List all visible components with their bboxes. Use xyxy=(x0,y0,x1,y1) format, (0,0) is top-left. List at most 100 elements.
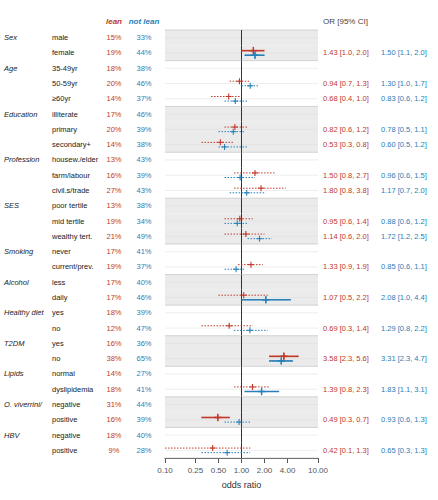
svg-text:19%: 19% xyxy=(106,217,121,226)
svg-text:no: no xyxy=(52,324,60,333)
svg-text:39%: 39% xyxy=(136,415,151,424)
svg-text:17%: 17% xyxy=(106,247,121,256)
svg-text:12%: 12% xyxy=(106,324,121,333)
svg-text:38%: 38% xyxy=(136,201,151,210)
svg-text:10.00: 10.00 xyxy=(308,466,329,475)
svg-text:50-59yr: 50-59yr xyxy=(52,79,78,88)
svg-text:housew./elder: housew./elder xyxy=(52,155,99,164)
svg-text:odds ratio: odds ratio xyxy=(222,480,262,490)
svg-text:0.49 [0.3, 0.7]: 0.49 [0.3, 0.7] xyxy=(323,415,369,424)
svg-text:no: no xyxy=(52,354,60,363)
svg-text:46%: 46% xyxy=(136,293,151,302)
svg-text:0.85 [0.6, 1.1]: 0.85 [0.6, 1.1] xyxy=(381,262,427,271)
svg-text:14%: 14% xyxy=(106,369,121,378)
svg-text:2.00: 2.00 xyxy=(257,466,273,475)
svg-text:40%: 40% xyxy=(136,431,151,440)
svg-text:27%: 27% xyxy=(136,369,151,378)
svg-text:0.83 [0.6, 1.2]: 0.83 [0.6, 1.2] xyxy=(381,94,427,103)
svg-text:farm/labour: farm/labour xyxy=(52,171,90,180)
svg-text:19%: 19% xyxy=(106,262,121,271)
svg-text:1.50 [0.8, 2.7]: 1.50 [0.8, 2.7] xyxy=(323,171,369,180)
svg-text:36%: 36% xyxy=(136,339,151,348)
svg-text:38%: 38% xyxy=(136,140,151,149)
svg-text:1.17 [0.7, 2.0]: 1.17 [0.7, 2.0] xyxy=(381,186,427,195)
svg-text:poor tertile: poor tertile xyxy=(52,201,87,210)
svg-text:dyslipidemia: dyslipidemia xyxy=(52,385,94,394)
svg-text:Sex: Sex xyxy=(4,33,17,42)
svg-text:44%: 44% xyxy=(136,400,151,409)
svg-text:0.42 [0.1, 1.3]: 0.42 [0.1, 1.3] xyxy=(323,446,369,455)
svg-text:positive: positive xyxy=(52,446,77,455)
svg-text:46%: 46% xyxy=(136,79,151,88)
svg-text:38%: 38% xyxy=(136,64,151,73)
svg-text:primary: primary xyxy=(52,125,77,134)
svg-text:Alcohol: Alcohol xyxy=(3,278,29,287)
svg-text:27%: 27% xyxy=(106,186,121,195)
svg-text:1.80 [0.8, 3.8]: 1.80 [0.8, 3.8] xyxy=(323,186,369,195)
svg-text:≥60yr: ≥60yr xyxy=(52,94,71,103)
svg-text:34%: 34% xyxy=(136,217,151,226)
svg-text:0.25: 0.25 xyxy=(188,466,204,475)
svg-text:0.53 [0.3, 0.8]: 0.53 [0.3, 0.8] xyxy=(323,140,369,149)
svg-text:37%: 37% xyxy=(136,94,151,103)
svg-text:1.29 [0.8, 2.2]: 1.29 [0.8, 2.2] xyxy=(381,324,427,333)
svg-text:T2DM: T2DM xyxy=(4,339,25,348)
svg-text:positive: positive xyxy=(52,415,77,424)
svg-text:female: female xyxy=(52,48,75,57)
svg-text:20%: 20% xyxy=(106,79,121,88)
svg-text:1.72 [1.2, 2.5]: 1.72 [1.2, 2.5] xyxy=(381,232,427,241)
svg-text:37%: 37% xyxy=(136,262,151,271)
svg-text:1.39 [0.8, 2.3]: 1.39 [0.8, 2.3] xyxy=(323,385,369,394)
svg-text:1.50 [1.1, 2.0]: 1.50 [1.1, 2.0] xyxy=(381,48,427,57)
svg-text:0.82 [0.6, 1.2]: 0.82 [0.6, 1.2] xyxy=(323,125,369,134)
svg-text:18%: 18% xyxy=(106,385,121,394)
svg-text:yes: yes xyxy=(52,308,64,317)
svg-text:0.65 [0.3, 1.3]: 0.65 [0.3, 1.3] xyxy=(381,446,427,455)
svg-text:Education: Education xyxy=(4,110,37,119)
svg-text:yes: yes xyxy=(52,339,64,348)
svg-text:less: less xyxy=(52,278,66,287)
svg-text:39%: 39% xyxy=(136,308,151,317)
svg-text:19%: 19% xyxy=(106,48,121,57)
svg-text:3.31 [2.3, 4.7]: 3.31 [2.3, 4.7] xyxy=(381,354,427,363)
svg-text:0.78 [0.5, 1.1]: 0.78 [0.5, 1.1] xyxy=(381,125,427,134)
svg-text:OR [95% CI]: OR [95% CI] xyxy=(323,17,368,26)
svg-text:44%: 44% xyxy=(136,48,151,57)
svg-text:18%: 18% xyxy=(106,431,121,440)
svg-text:normal: normal xyxy=(52,369,75,378)
svg-text:not lean: not lean xyxy=(129,17,160,26)
svg-text:41%: 41% xyxy=(136,247,151,256)
svg-text:0.69 [0.3, 1.4]: 0.69 [0.3, 1.4] xyxy=(323,324,369,333)
svg-text:28%: 28% xyxy=(136,446,151,455)
svg-text:secondary+: secondary+ xyxy=(52,140,92,149)
svg-text:47%: 47% xyxy=(136,324,151,333)
svg-text:0.93 [0.6, 1.3]: 0.93 [0.6, 1.3] xyxy=(381,415,427,424)
svg-text:39%: 39% xyxy=(136,125,151,134)
svg-text:16%: 16% xyxy=(106,171,121,180)
svg-text:0.60 [0.5, 1.2]: 0.60 [0.5, 1.2] xyxy=(381,140,427,149)
svg-text:15%: 15% xyxy=(106,33,121,42)
svg-text:illiterate: illiterate xyxy=(52,110,78,119)
svg-text:0.50: 0.50 xyxy=(211,466,227,475)
svg-text:male: male xyxy=(52,33,68,42)
svg-text:65%: 65% xyxy=(136,354,151,363)
svg-text:16%: 16% xyxy=(106,415,121,424)
svg-text:2.08 [1.0, 4.4]: 2.08 [1.0, 4.4] xyxy=(381,293,427,302)
svg-text:16%: 16% xyxy=(106,339,121,348)
svg-text:17%: 17% xyxy=(106,110,121,119)
svg-text:never: never xyxy=(52,247,71,256)
svg-text:Profession: Profession xyxy=(4,155,39,164)
svg-text:13%: 13% xyxy=(106,201,121,210)
svg-text:SES: SES xyxy=(4,201,19,210)
svg-text:40%: 40% xyxy=(136,278,151,287)
svg-text:1.14 [0.6, 2.0]: 1.14 [0.6, 2.0] xyxy=(323,232,369,241)
svg-text:0.94 [0.7, 1.3]: 0.94 [0.7, 1.3] xyxy=(323,79,369,88)
svg-text:current/prev.: current/prev. xyxy=(52,262,94,271)
svg-text:41%: 41% xyxy=(136,385,151,394)
svg-text:21%: 21% xyxy=(106,232,121,241)
svg-text:33%: 33% xyxy=(136,33,151,42)
svg-text:Lipids: Lipids xyxy=(4,369,24,378)
svg-text:20%: 20% xyxy=(106,125,121,134)
svg-text:0.95 [0.6, 1.4]: 0.95 [0.6, 1.4] xyxy=(323,217,369,226)
svg-text:14%: 14% xyxy=(106,94,121,103)
